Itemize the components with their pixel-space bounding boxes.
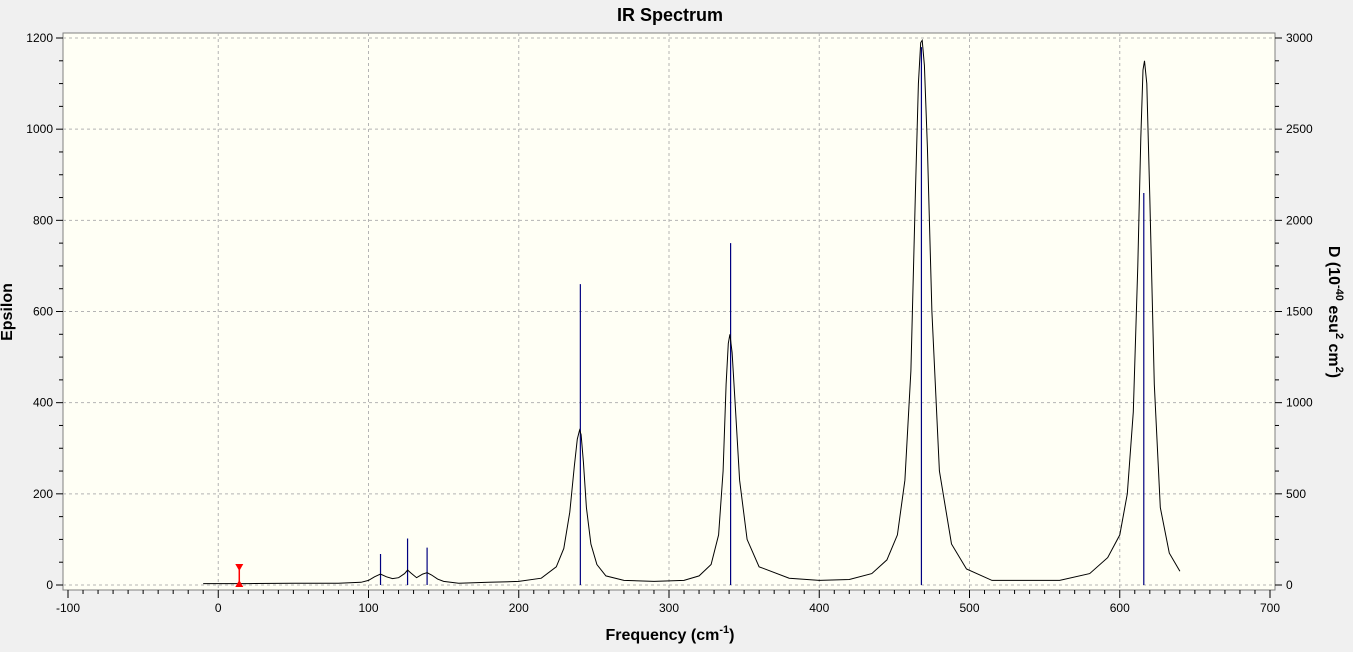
x-tick-label: 500	[959, 601, 979, 615]
marker-top-triangle	[235, 564, 244, 571]
y-tick-label: 1000	[26, 122, 53, 136]
x-tick-label: 700	[1260, 601, 1280, 615]
x-axis-unit-close: )	[729, 627, 734, 644]
x-axis-label: Frequency	[606, 627, 687, 644]
x-axis-unit-exp: -1	[719, 624, 729, 636]
x-tick-label: -100	[56, 601, 80, 615]
x-tick-label: 400	[809, 601, 829, 615]
y2-label-exp1: -40	[1333, 285, 1345, 301]
y2-label-mid: esu	[1325, 301, 1342, 333]
grid	[63, 33, 1275, 590]
x-axis-unit-base: (cm	[691, 627, 719, 644]
x-tick-label: 100	[358, 601, 378, 615]
y2-tick-label: 2000	[1286, 213, 1313, 227]
y-axis-right: 0 500 1000 1500 2000 2500 3000	[1275, 31, 1313, 592]
y2-label-exp3: 2	[1333, 367, 1345, 373]
intensity-sticks	[379, 47, 1145, 585]
spectrum-curve	[203, 38, 1181, 585]
y2-tick-label: 0	[1286, 578, 1293, 592]
chart-title: IR Spectrum	[617, 5, 723, 25]
y-axis-title: Epsilon	[0, 283, 16, 341]
spectrum-curves	[203, 38, 1181, 585]
x-axis-title: Frequency (cm-1)	[606, 624, 735, 644]
y-tick-label: 0	[46, 578, 53, 592]
y2-label-mid2: cm	[1325, 339, 1342, 367]
y-tick-label: 200	[33, 487, 53, 501]
y-tick-label: 600	[33, 305, 53, 319]
y2-tick-label: 1000	[1286, 396, 1313, 410]
y2-label-close: )	[1325, 373, 1342, 378]
x-tick-label: 0	[215, 601, 222, 615]
x-tick-label: 200	[509, 601, 529, 615]
x-axis: -100 0 100 200 300 400 500 600 700	[56, 590, 1280, 615]
y-tick-label: 400	[33, 396, 53, 410]
y2-axis-title: D (10-40 esu2 cm2)	[1325, 246, 1345, 378]
y2-tick-label: 2500	[1286, 122, 1313, 136]
y2-label-base: D (10	[1325, 246, 1342, 285]
y2-tick-label: 500	[1286, 487, 1306, 501]
marker-bottom-triangle	[235, 580, 244, 587]
y-axis-left: 0 200 400 600 800 1000 1200	[26, 31, 63, 592]
x-tick-label: 600	[1110, 601, 1130, 615]
y-tick-label: 1200	[26, 31, 53, 45]
x-tick-label: 300	[659, 601, 679, 615]
y2-label-exp2: 2	[1333, 333, 1345, 339]
frequency-marker[interactable]	[235, 564, 244, 587]
y2-tick-label: 1500	[1286, 305, 1313, 319]
y2-tick-label: 3000	[1286, 31, 1313, 45]
y-tick-label: 800	[33, 213, 53, 227]
